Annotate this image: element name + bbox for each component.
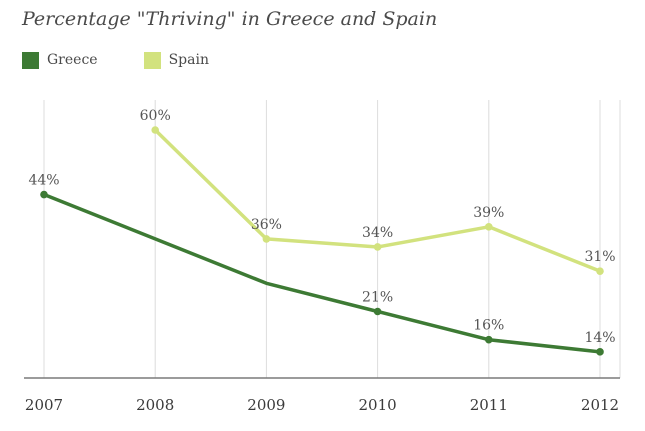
data-label-spain-2009: 36% [251, 217, 282, 233]
data-label-spain-2012: 31% [584, 249, 615, 265]
data-label-spain-2010: 34% [362, 225, 393, 241]
data-point-spain-2008 [151, 126, 159, 134]
legend-label-greece: Greece [47, 52, 98, 68]
x-tick-label-2009: 2009 [247, 396, 285, 414]
data-point-greece-2011 [485, 335, 493, 344]
legend-item-greece: Greece [22, 51, 98, 69]
data-point-spain-2010 [373, 243, 382, 251]
x-tick-label-2010: 2010 [359, 396, 397, 414]
x-tick-label-2008: 2008 [136, 396, 174, 414]
data-point-greece-2007 [40, 190, 48, 199]
data-point-spain-2011 [485, 223, 493, 231]
x-tick-label-2012: 2012 [581, 396, 619, 414]
data-point-spain-2009 [262, 235, 271, 243]
data-label-greece-2010: 21% [362, 290, 393, 306]
chart-title: Percentage "Thriving" in Greece and Spai… [22, 8, 438, 30]
data-point-spain-2012 [596, 267, 604, 275]
data-label-greece-2011: 16% [473, 318, 504, 334]
data-point-greece-2010 [373, 307, 382, 316]
legend-label-spain: Spain [168, 52, 209, 68]
legend-swatch-spain [143, 51, 161, 69]
legend-item-spain: Spain [143, 51, 209, 69]
data-label-spain-2008: 60% [140, 108, 171, 124]
x-tick-label-2011: 2011 [470, 396, 508, 414]
data-label-spain-2011: 39% [473, 205, 504, 221]
x-tick-label-2007: 2007 [25, 396, 63, 414]
data-point-greece-2012 [596, 348, 604, 356]
data-label-greece-2012: 14% [584, 330, 615, 346]
data-label-greece-2007: 44% [28, 173, 59, 189]
legend-swatch-greece [22, 51, 39, 69]
series-line-greece [42, 192, 602, 354]
legend: Greece Spain [22, 50, 255, 70]
